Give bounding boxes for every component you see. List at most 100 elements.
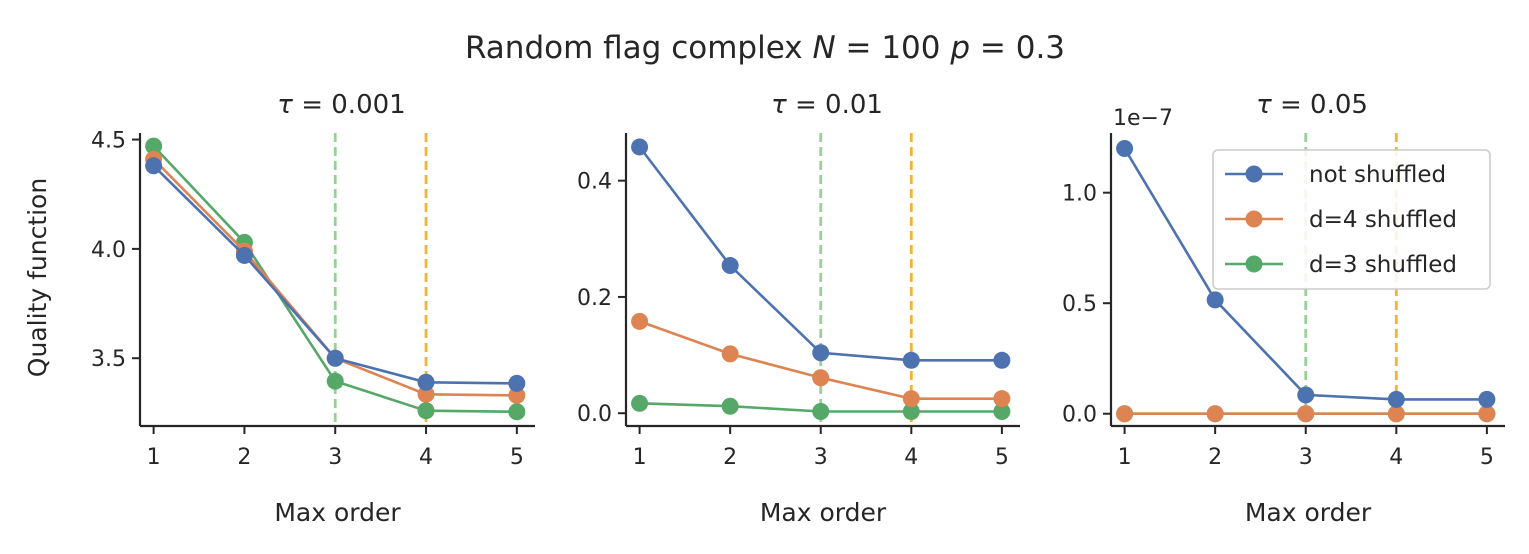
data-point — [1478, 390, 1496, 408]
legend: not shuffled d=4 shuffled d=3 shuffled — [1212, 149, 1491, 290]
data-point — [326, 372, 344, 390]
data-point — [1206, 291, 1224, 309]
data-point — [993, 390, 1011, 408]
data-point — [902, 351, 920, 369]
suptitle-prefix: Random flag complex — [465, 30, 812, 66]
data-point — [417, 373, 435, 391]
legend-frame — [1212, 149, 1491, 290]
series-1 — [145, 157, 526, 392]
data-point — [1297, 405, 1315, 423]
panel-title-value: = 0.001 — [293, 90, 406, 120]
data-point — [721, 257, 739, 275]
legend-marker — [1245, 165, 1263, 183]
suptitle-p-value: = 0.3 — [970, 30, 1065, 66]
x-tick-label: 1 — [1118, 445, 1132, 470]
data-point — [235, 246, 253, 264]
x-tick-label: 4 — [904, 445, 918, 470]
legend-label: not shuffled — [1309, 162, 1446, 188]
y-tick-label: 0.4 — [577, 170, 612, 195]
panel-title-symbol: τ — [277, 90, 293, 120]
y-tick-label: 0.0 — [577, 402, 612, 427]
panel-title-symbol: τ — [1256, 90, 1272, 120]
data-point — [812, 402, 830, 420]
x-axis-label: Max order — [1245, 498, 1372, 527]
series-1 — [1116, 139, 1496, 408]
legend-marker — [1245, 255, 1263, 273]
x-tick-label: 2 — [237, 445, 251, 470]
y-tick-label: 4.5 — [91, 129, 126, 154]
figure-suptitle: Random flag complex N = 100 p = 0.3 — [465, 30, 1065, 66]
panel-title-value: = 0.01 — [787, 90, 883, 120]
y-tick-label: 4.0 — [91, 238, 126, 263]
data-point — [812, 344, 830, 362]
x-tick-label: 5 — [995, 445, 1009, 470]
series-1 — [631, 138, 1011, 369]
data-point — [1387, 405, 1405, 423]
data-point — [631, 394, 649, 412]
y-tick-label: 0.0 — [1062, 403, 1097, 428]
x-axis-label: Max order — [274, 498, 401, 527]
data-point — [508, 386, 526, 404]
panel-title: τ = 0.01 — [771, 90, 883, 120]
y-axis-label: Quality function — [23, 178, 52, 377]
data-point — [902, 390, 920, 408]
data-point — [145, 157, 163, 175]
data-point — [993, 351, 1011, 369]
panel-title-symbol: τ — [771, 90, 787, 120]
legend-label: d=3 shuffled — [1309, 252, 1457, 278]
x-tick-label: 2 — [1208, 445, 1222, 470]
x-tick-label: 3 — [814, 445, 828, 470]
data-point — [417, 385, 435, 403]
legend-marker — [1245, 210, 1263, 228]
legend-label: d=4 shuffled — [1309, 207, 1457, 233]
data-point — [993, 402, 1011, 420]
suptitle-n-symbol: N — [812, 30, 835, 66]
data-point — [1297, 386, 1315, 404]
data-point — [902, 402, 920, 420]
x-tick-label: 1 — [147, 445, 161, 470]
series-2 — [631, 312, 1011, 408]
suptitle-n-value: = 100 — [836, 30, 951, 66]
y-tick-label: 0.2 — [577, 286, 612, 311]
x-tick-label: 4 — [1389, 445, 1403, 470]
data-point — [1478, 405, 1496, 423]
series-3 — [631, 394, 1011, 420]
panel-title-value: = 0.05 — [1272, 90, 1368, 120]
data-point — [1116, 139, 1134, 157]
data-point — [326, 349, 344, 367]
suptitle-p-symbol: p — [949, 30, 970, 66]
data-point — [1387, 390, 1405, 408]
data-point — [631, 138, 649, 156]
x-tick-label: 5 — [1480, 445, 1494, 470]
panel-title: τ = 0.001 — [277, 90, 405, 120]
data-point — [417, 402, 435, 420]
x-tick-label: 2 — [723, 445, 737, 470]
data-point — [145, 137, 163, 155]
x-tick-label: 3 — [1299, 445, 1313, 470]
y-tick-label: 1.0 — [1062, 182, 1097, 207]
data-point — [508, 403, 526, 421]
legend-entry: not shuffled — [1225, 162, 1446, 188]
data-point — [721, 345, 739, 363]
data-point — [1206, 405, 1224, 423]
data-point — [812, 369, 830, 387]
series-2 — [1116, 405, 1496, 423]
series-3 — [145, 137, 526, 421]
y-offset-label: 1e−7 — [1113, 106, 1173, 131]
x-tick-label: 4 — [419, 445, 433, 470]
chart-panel-2: τ = 0.01 1 2 3 4 5 0.0 0.2 0.4 Max order — [577, 90, 1020, 527]
x-tick-label: 5 — [510, 445, 524, 470]
x-axis-label: Max order — [760, 498, 887, 527]
data-point — [721, 397, 739, 415]
x-tick-label: 3 — [328, 445, 342, 470]
panel-title: τ = 0.05 — [1256, 90, 1368, 120]
y-tick-label: 0.5 — [1062, 292, 1097, 317]
data-point — [631, 312, 649, 330]
y-tick-label: 3.5 — [91, 347, 126, 372]
legend-entry: d=4 shuffled — [1225, 207, 1457, 233]
data-point — [508, 374, 526, 392]
chart-panel-1: τ = 0.001 1 2 3 4 5 3.5 4.0 4.5 Max order Quality … — [23, 90, 535, 527]
x-tick-label: 1 — [633, 445, 647, 470]
data-point — [1116, 405, 1134, 423]
